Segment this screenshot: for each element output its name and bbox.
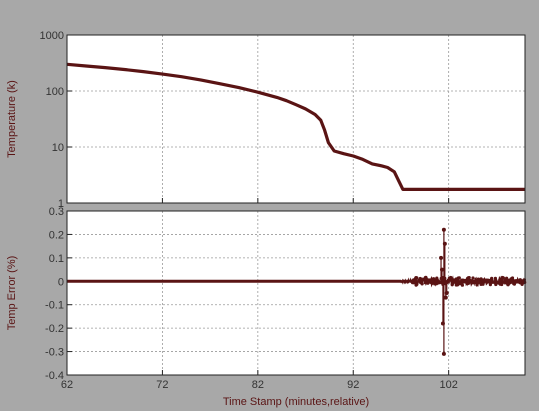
temp-error-point <box>455 277 459 281</box>
x-axis-label: Time Stamp (minutes,relative) <box>223 396 369 408</box>
temp-error-point <box>412 278 416 282</box>
temp-error-point <box>495 280 499 284</box>
y-tick-label: 0.2 <box>49 229 64 241</box>
temp-error-series <box>67 227 527 356</box>
y-tick-label: 10 <box>52 142 64 154</box>
y-tick-label: -0.1 <box>45 300 64 312</box>
x-ticks: 62 72 82 92 102 <box>61 370 458 391</box>
temp-error-point <box>411 281 415 285</box>
y-tick-label: 0 <box>58 276 64 288</box>
temp-error-point <box>420 278 424 282</box>
temp-error-point <box>501 275 505 280</box>
temperature-plot-frame <box>66 34 526 204</box>
temp-error-point <box>482 278 486 282</box>
temperature-plot-area <box>67 35 525 203</box>
temp-error-spike-point <box>441 351 446 356</box>
temp-error-point <box>456 279 460 283</box>
temp-error-spike-point <box>440 321 445 326</box>
x-tick-label: 62 <box>61 379 73 391</box>
temp-error-point <box>454 283 459 287</box>
temp-error-point <box>475 283 479 287</box>
temp-error-point <box>425 278 430 282</box>
y-tick-label: -0.3 <box>45 347 64 359</box>
temp-error-point <box>476 277 480 281</box>
temp-error-point <box>513 279 517 283</box>
temp-error-point <box>473 281 478 285</box>
temperature-plot: 1 10 100 1000 Temperature (k) <box>6 30 526 210</box>
y-tick-label: 1000 <box>40 30 64 42</box>
y-tick-label: -0.4 <box>45 370 64 382</box>
temp-error-point <box>466 276 470 280</box>
y-tick-label: 0.1 <box>49 253 64 265</box>
temp-error-point <box>479 277 483 281</box>
temp-error-point <box>518 278 522 282</box>
temp-error-plot: 0.3 0.2 0.1 0 -0.1 -0.2 -0.3 -0.4 62 72 82 92 102 T… <box>6 206 527 408</box>
temp-error-point <box>471 276 475 280</box>
temp-error-spike-point <box>443 295 448 300</box>
temp-error-point <box>521 281 525 285</box>
x-tick-label: 82 <box>252 379 264 391</box>
temp-error-point <box>431 281 435 285</box>
temp-error-spike-point <box>439 255 444 260</box>
temp-error-point <box>508 279 512 283</box>
temp-error-point <box>490 276 494 280</box>
temp-error-point <box>498 278 502 282</box>
y-tick-label: 1 <box>58 198 64 210</box>
temp-error-point <box>505 276 509 280</box>
temp-error-spike-point <box>444 291 449 295</box>
y-tick-label: 0.3 <box>49 206 64 218</box>
y-tick-label: 100 <box>46 86 64 98</box>
temp-error-point <box>487 280 491 284</box>
x-tick-label: 102 <box>439 379 457 391</box>
temp-error-point <box>415 282 419 287</box>
temp-error-point <box>436 279 440 283</box>
temp-error-point <box>498 282 502 286</box>
temp-error-point <box>423 276 427 280</box>
y-tick-label: -0.2 <box>45 323 64 335</box>
temperature-grid <box>66 35 525 203</box>
temperature-y-ticks: 1 10 100 1000 <box>40 30 72 210</box>
temp-error-spike-point <box>439 267 444 272</box>
temp-error-point <box>467 279 471 283</box>
temp-error-point <box>450 282 454 286</box>
temp-error-y-axis-label: Temp Error (%) <box>6 256 18 331</box>
temperature-line <box>66 62 525 191</box>
temp-error-point <box>505 281 509 285</box>
temp-error-grid <box>67 211 525 375</box>
x-tick-label: 92 <box>347 379 359 391</box>
temp-error-point <box>447 276 451 280</box>
x-tick-label: 72 <box>156 379 168 391</box>
temperature-y-axis-label: Temperature (k) <box>6 80 18 158</box>
temp-error-plot-area <box>67 211 525 375</box>
temp-error-point <box>431 279 435 283</box>
temp-error-point <box>419 280 423 285</box>
temp-error-point <box>488 283 492 287</box>
temperature-series <box>66 62 525 191</box>
temp-error-spike-point <box>442 241 447 246</box>
temp-error-point <box>464 279 468 284</box>
temp-error-point <box>435 276 439 280</box>
temp-error-plot-frame <box>66 210 526 376</box>
temp-error-point <box>494 278 498 282</box>
temp-error-spike-point <box>441 227 446 232</box>
temp-error-point <box>481 282 485 286</box>
temp-error-point <box>459 282 463 286</box>
